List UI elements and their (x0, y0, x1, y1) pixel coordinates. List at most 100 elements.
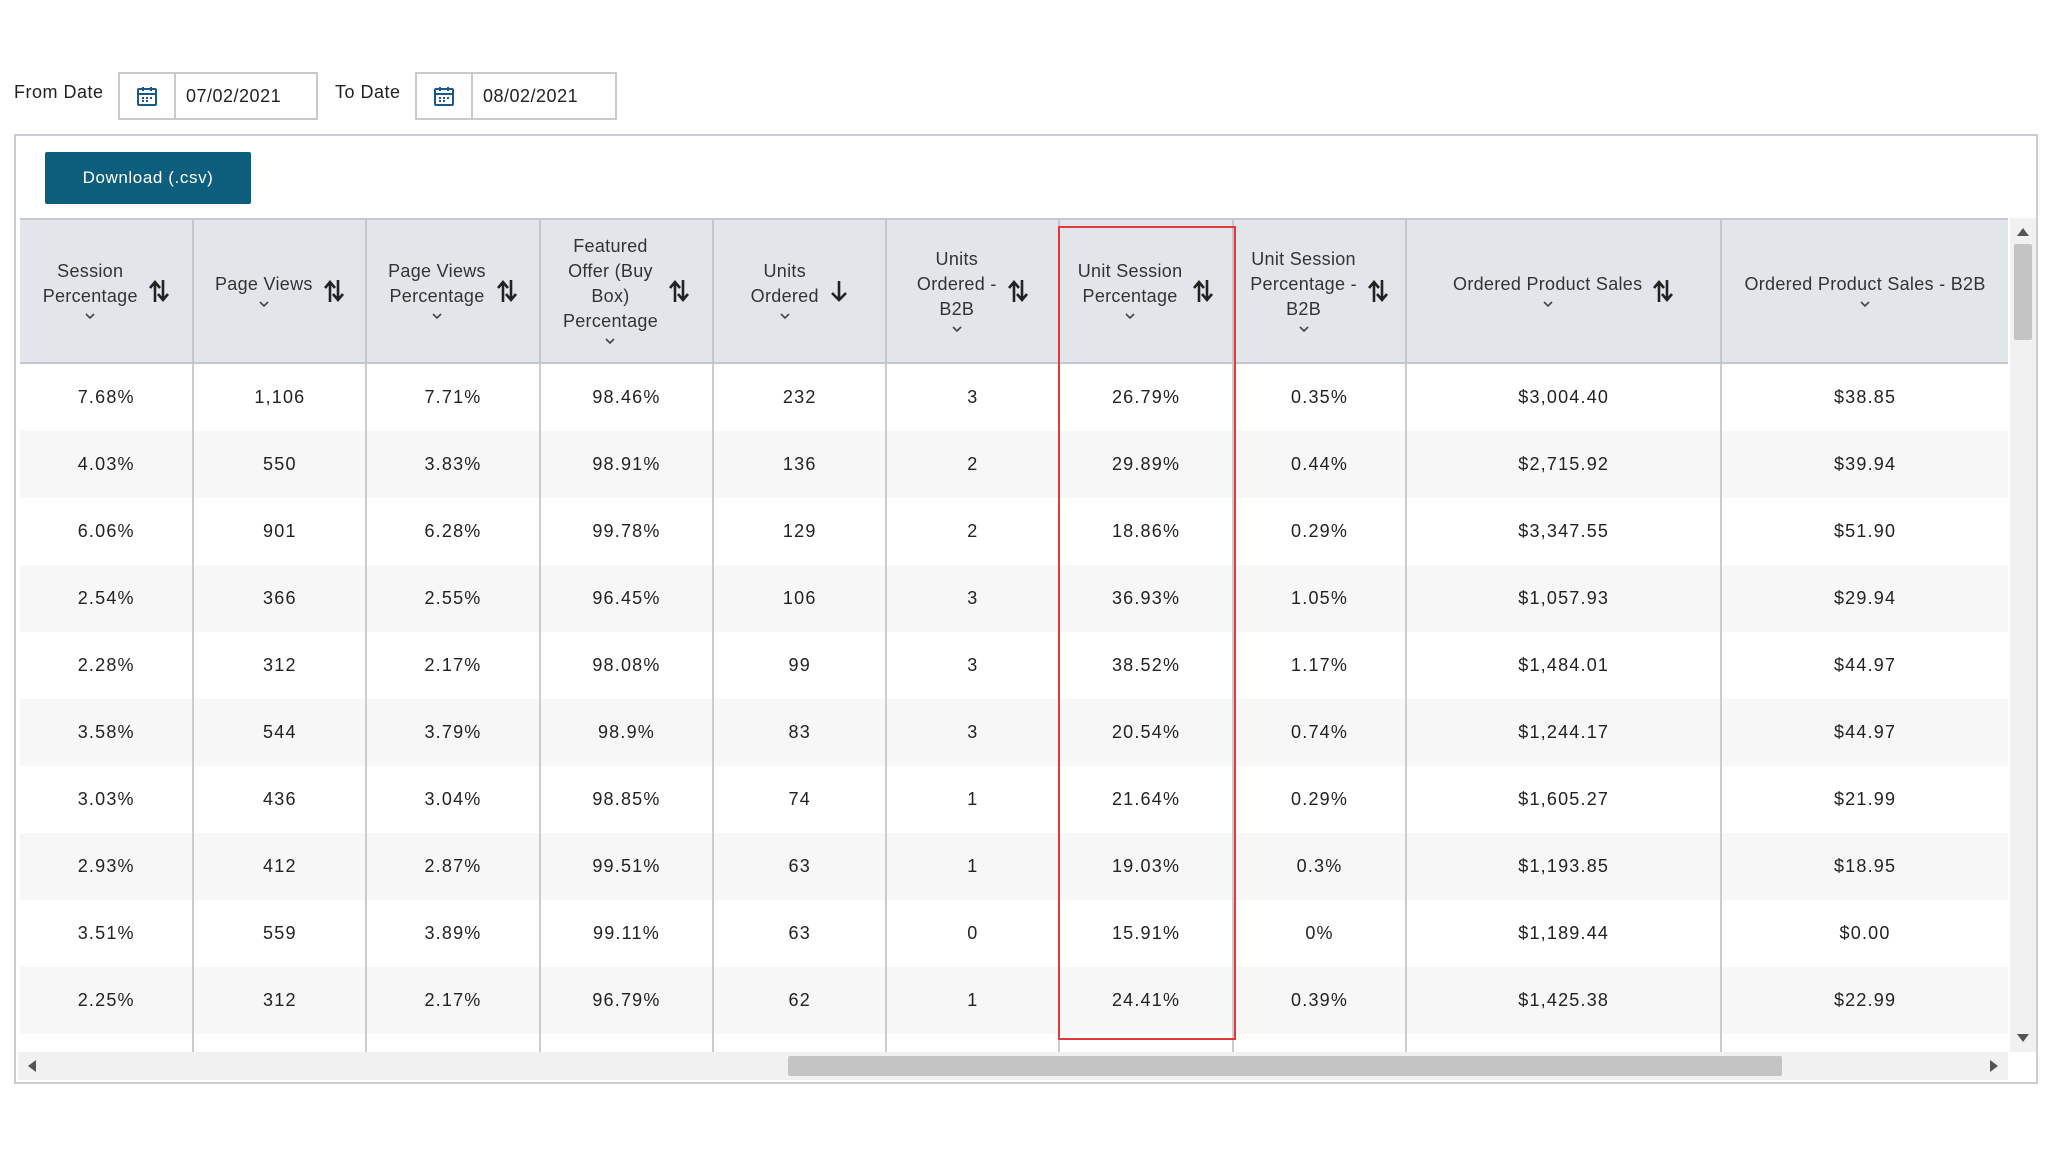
chevron-down-icon[interactable] (432, 309, 442, 323)
column-header[interactable]: Featured Offer (Buy Box) Percentage (538, 218, 714, 364)
vertical-scroll-thumb[interactable] (2014, 244, 2032, 340)
table-cell: 0.44% (1231, 431, 1407, 498)
table-cell: $18.95 (1720, 833, 2008, 900)
table-cell: 20.54% (1058, 699, 1233, 766)
table-header-row: Session Percentage Page Views Page Views Per… (20, 218, 2008, 364)
table-cell: 0.3% (1231, 833, 1407, 900)
table-cell: 2.17% (365, 632, 540, 699)
table-cell: 1 (885, 967, 1060, 1034)
chevron-down-icon[interactable] (259, 297, 269, 311)
table-cell: 136 (712, 431, 887, 498)
to-date-value[interactable]: 08/02/2021 (483, 86, 579, 106)
sort-icon[interactable] (496, 278, 518, 304)
column-header-label: Percentage - (1250, 273, 1357, 294)
sort-descending-icon[interactable] (829, 279, 849, 303)
table-row: 4.03% 550 3.83% 98.91% 136 2 29.89% 0.44% $2,715… (20, 431, 2008, 498)
sort-icon[interactable] (1652, 278, 1674, 304)
table-cell: 2.17% (365, 967, 540, 1034)
sort-icon[interactable] (1007, 278, 1029, 304)
table-cell: 21.64% (1058, 766, 1233, 833)
table-cell: $44.97 (1720, 632, 2008, 699)
table-cell: 2.82% (20, 1034, 194, 1052)
table-cell: 436 (192, 766, 367, 833)
table-cell: 2.88% (365, 1034, 540, 1052)
table-cell: $1,189.44 (1405, 900, 1722, 967)
table-cell: 2.28% (20, 632, 194, 699)
table-cell: 98.9% (538, 699, 714, 766)
table-row: 2.28% 312 2.17% 98.08% 99 3 38.52% 1.17% $1,484.… (20, 632, 2008, 699)
table-cell: 1 (885, 766, 1060, 833)
table-body: 7.68% 1,106 7.71% 98.46% 232 3 26.79% 0.35% $3,0… (20, 363, 2008, 1052)
column-header[interactable]: Unit Session Percentage (1058, 218, 1233, 364)
chevron-down-icon[interactable] (1543, 297, 1553, 311)
column-header[interactable]: Unit Session Percentage - B2B (1231, 218, 1407, 364)
table-cell: 2.55% (365, 565, 540, 632)
from-date-field[interactable]: 07/02/2021 (118, 72, 318, 120)
table-row: 6.06% 901 6.28% 99.78% 129 2 18.86% 0.29% $3,347… (20, 498, 2008, 565)
calendar-icon[interactable] (417, 74, 473, 118)
table-row: 2.82%4132.88%98.79%50015.72%0%$647.50$0.… (20, 1034, 2008, 1052)
table-row: 3.58% 544 3.79% 98.9% 83 3 20.54% 0.74% $1,244.1… (20, 699, 2008, 766)
table-cell: 63 (712, 900, 887, 967)
table-cell: 18.86% (1058, 498, 1233, 565)
vertical-scrollbar[interactable] (2010, 218, 2036, 1052)
scroll-down-arrow-icon[interactable] (2010, 1028, 2036, 1048)
table-cell: 2.25% (20, 967, 194, 1034)
scroll-left-arrow-icon[interactable] (20, 1052, 44, 1080)
table-cell: 15.72% (1058, 1034, 1233, 1052)
sort-icon[interactable] (1367, 278, 1389, 304)
table-cell: 2 (885, 498, 1060, 565)
table-cell: 96.45% (538, 565, 714, 632)
table-cell: 24.41% (1058, 967, 1233, 1034)
column-header-label: Ordered Product Sales (1453, 273, 1643, 294)
scroll-right-arrow-icon[interactable] (1982, 1052, 2006, 1080)
column-header[interactable]: Units Ordered - B2B (885, 218, 1060, 364)
chevron-down-icon[interactable] (1125, 309, 1135, 323)
table-cell: 98.79% (538, 1034, 714, 1052)
chevron-down-icon[interactable] (1298, 322, 1309, 336)
table-cell: $1,425.38 (1405, 967, 1722, 1034)
table-cell: 312 (192, 967, 367, 1034)
table-cell: 0.74% (1231, 699, 1407, 766)
table-cell: 550 (192, 431, 367, 498)
table-row: 7.68% 1,106 7.71% 98.46% 232 3 26.79% 0.35% $3,0… (20, 363, 2008, 431)
chevron-down-icon[interactable] (85, 309, 95, 323)
column-header-label: Units (935, 248, 979, 269)
column-header-label: Percentage (1082, 286, 1178, 306)
sort-icon[interactable] (148, 278, 170, 304)
column-header[interactable]: Session Percentage (20, 218, 194, 364)
table-cell: $1,484.01 (1405, 632, 1722, 699)
table-cell: $0.00 (1720, 900, 2008, 967)
table-cell: 129 (712, 498, 887, 565)
column-header[interactable]: Page Views (192, 218, 367, 364)
table-cell: $1,605.27 (1405, 766, 1722, 833)
column-header[interactable]: Ordered Product Sales (1405, 218, 1722, 364)
table-cell: 3 (885, 363, 1060, 431)
sort-icon[interactable] (668, 278, 690, 304)
column-header[interactable]: Page Views Percentage (365, 218, 540, 364)
table-cell: 99 (712, 632, 887, 699)
column-header[interactable]: Units Ordered (712, 218, 887, 364)
table-cell: 3.04% (365, 766, 540, 833)
scroll-up-arrow-icon[interactable] (2010, 222, 2036, 242)
table-cell: 2.87% (365, 833, 540, 900)
horizontal-scrollbar[interactable] (18, 1052, 2008, 1080)
chevron-down-icon[interactable] (952, 322, 962, 336)
column-header[interactable]: Ordered Product Sales - B2B (1720, 218, 2008, 364)
table-cell: 3.58% (20, 699, 194, 766)
chevron-down-icon[interactable] (1860, 297, 1870, 311)
sort-icon[interactable] (323, 278, 345, 304)
from-date-value[interactable]: 07/02/2021 (186, 86, 282, 106)
chevron-down-icon[interactable] (780, 309, 790, 323)
chevron-down-icon[interactable] (605, 334, 616, 348)
download-csv-button[interactable]: Download (.csv) (45, 152, 251, 204)
to-date-field[interactable]: 08/02/2021 (415, 72, 617, 120)
table-cell: 412 (192, 833, 367, 900)
sort-icon[interactable] (1192, 278, 1214, 304)
horizontal-scroll-thumb[interactable] (788, 1056, 1782, 1076)
calendar-icon[interactable] (120, 74, 176, 118)
table-cell: $1,193.85 (1405, 833, 1722, 900)
table-cell: 36.93% (1058, 565, 1233, 632)
table-cell: 29.89% (1058, 431, 1233, 498)
table-cell: $22.99 (1720, 967, 2008, 1034)
